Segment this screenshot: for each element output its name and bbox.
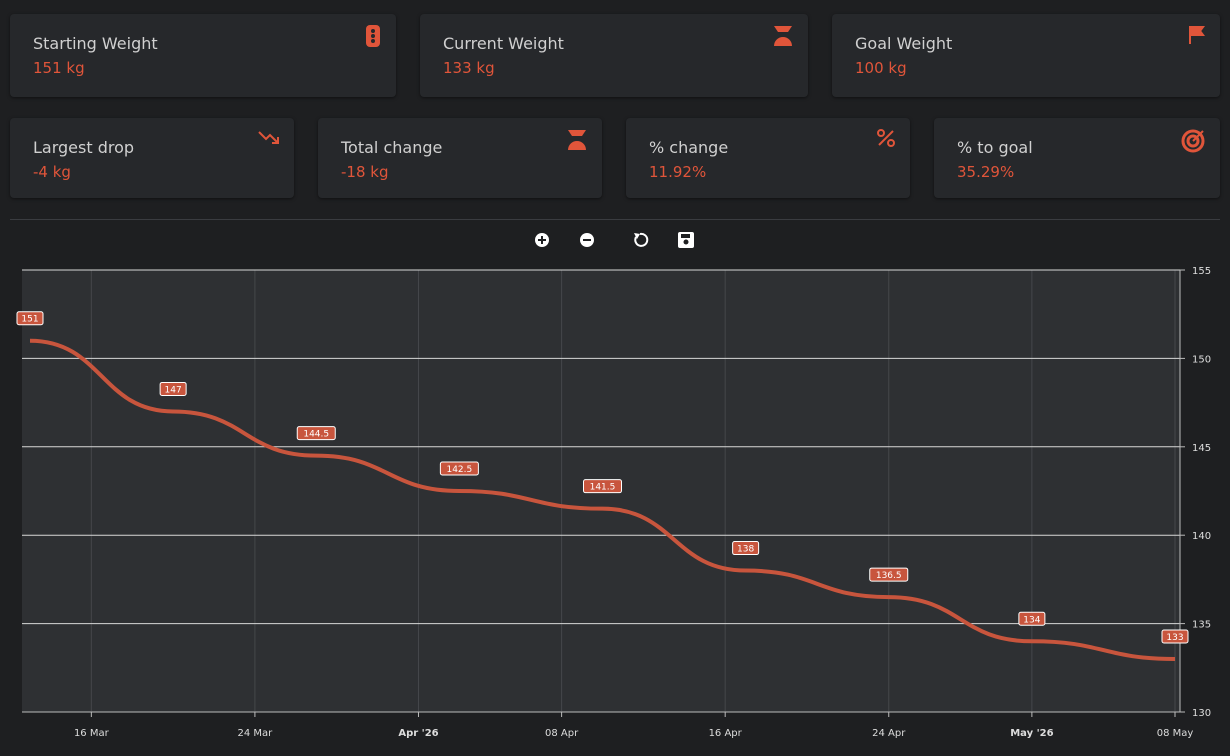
data-label-text: 142.5: [446, 465, 472, 475]
x-tick-label: 16 Mar: [74, 728, 110, 739]
card: Current Weight 133 kg: [420, 14, 808, 97]
card: Goal Weight 100 kg: [832, 14, 1220, 97]
card-value: -4 kg: [33, 163, 71, 181]
card-label: % to goal: [957, 138, 1033, 157]
card: Total change -18 kg: [318, 118, 602, 198]
reset-button[interactable]: [634, 232, 649, 247]
data-label-text: 144.5: [303, 430, 329, 440]
data-label-box: [296, 426, 336, 441]
card-value: 133 kg: [443, 59, 495, 77]
save-button[interactable]: [678, 232, 694, 248]
chart: 16 Mar 24 Mar Apr '26 08 Apr 16 Apr 24 Apr May…: [16, 232, 1211, 739]
data-label-text: 134: [1023, 615, 1040, 625]
data-label-box: [583, 479, 622, 494]
data-label-text: 136.5: [876, 571, 902, 581]
weight-line: [29, 338, 1176, 661]
data-label-text: 141.5: [590, 483, 616, 493]
data-label-text: 147: [165, 385, 182, 395]
data-label-text: 133: [1166, 633, 1183, 643]
y-tick-label: 140: [1192, 531, 1211, 542]
data-label-text: 138: [737, 545, 754, 555]
card-value: 100 kg: [855, 59, 907, 77]
icon: [258, 131, 279, 144]
card: Largest drop -4 kg: [10, 118, 294, 198]
card-value: 11.92%: [649, 163, 707, 181]
icon: [1189, 26, 1205, 44]
toolbar: [535, 232, 694, 248]
icon: [774, 26, 792, 46]
card: % change 11.92%: [626, 118, 910, 198]
data-label-box: [732, 541, 760, 556]
data-label: 151: [16, 311, 44, 326]
data-label: 133: [1161, 629, 1189, 644]
card: % to goal 35.29%: [934, 118, 1220, 198]
x-tick-label: 08 May: [1157, 728, 1194, 739]
data-label: 141.5: [583, 479, 622, 494]
card-value: -18 kg: [341, 163, 389, 181]
data-label: 147: [159, 381, 187, 396]
data-label-box: [159, 381, 187, 396]
card-label: Total change: [341, 138, 443, 157]
data-label: 138: [732, 541, 760, 556]
x-tick-label: Apr '26: [398, 728, 438, 739]
x-tick-label: 08 Apr: [545, 728, 579, 739]
y-tick-label: 150: [1192, 354, 1211, 365]
card-label: Starting Weight: [33, 34, 158, 53]
card-label: Current Weight: [443, 34, 564, 53]
icon: [366, 25, 380, 47]
card-label: % change: [649, 138, 729, 157]
zoom-in-button[interactable]: [535, 233, 549, 247]
data-label: 134: [1018, 611, 1046, 626]
y-tick-label: 155: [1192, 266, 1211, 277]
x-tick-label: May '26: [1010, 728, 1053, 739]
icon: [568, 130, 586, 150]
data-label-box: [869, 567, 909, 582]
data-label: 142.5: [439, 461, 479, 476]
card-value: 35.29%: [957, 163, 1015, 181]
card-label: Largest drop: [33, 138, 135, 157]
y-tick-label: 130: [1192, 708, 1211, 719]
data-label-box: [1161, 629, 1189, 644]
card-value: 151 kg: [33, 59, 85, 77]
icon: [1181, 129, 1205, 153]
data-label-text: 151: [21, 315, 38, 325]
zoom-out-button[interactable]: [580, 233, 594, 247]
icon: [877, 129, 895, 147]
y-tick-label: 145: [1192, 443, 1211, 454]
x-tick-label: 24 Mar: [238, 728, 274, 739]
separator: [10, 219, 1220, 220]
card: Starting Weight 151 kg: [10, 14, 396, 97]
data-label-box: [16, 311, 44, 326]
data-label-box: [439, 461, 479, 476]
y-tick-label: 135: [1192, 620, 1211, 631]
x-tick-label: 16 Apr: [709, 728, 743, 739]
data-label: 136.5: [869, 567, 909, 582]
card-label: Goal Weight: [855, 34, 953, 53]
x-tick-label: 24 Apr: [872, 728, 906, 739]
data-label-box: [1018, 611, 1046, 626]
data-label: 144.5: [296, 426, 336, 441]
